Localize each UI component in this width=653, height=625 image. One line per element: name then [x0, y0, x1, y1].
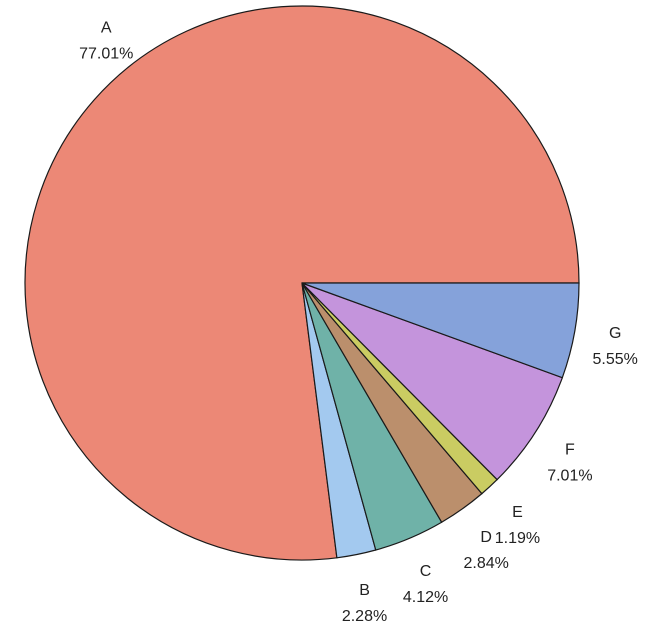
- slice-percent-g: 5.55%: [592, 351, 637, 368]
- slice-percent-c: 4.12%: [403, 589, 448, 606]
- slice-percent-a: 77.01%: [79, 45, 133, 62]
- slice-label-a: A: [101, 19, 112, 36]
- slice-label-c: C: [420, 563, 432, 580]
- pie-slice-f: [301, 282, 564, 481]
- slice-percent-f: 7.01%: [547, 467, 592, 484]
- slice-percent-e: 1.19%: [495, 530, 540, 547]
- pie-slice-g: [301, 282, 580, 379]
- slice-label-g: G: [609, 325, 621, 342]
- slice-label-f: F: [565, 441, 575, 458]
- slice-label-e: E: [512, 504, 523, 521]
- slice-percent-d: 2.84%: [463, 555, 508, 572]
- slice-label-b: B: [359, 582, 370, 599]
- slice-percent-b: 2.28%: [342, 608, 387, 625]
- slice-label-d: D: [480, 529, 492, 546]
